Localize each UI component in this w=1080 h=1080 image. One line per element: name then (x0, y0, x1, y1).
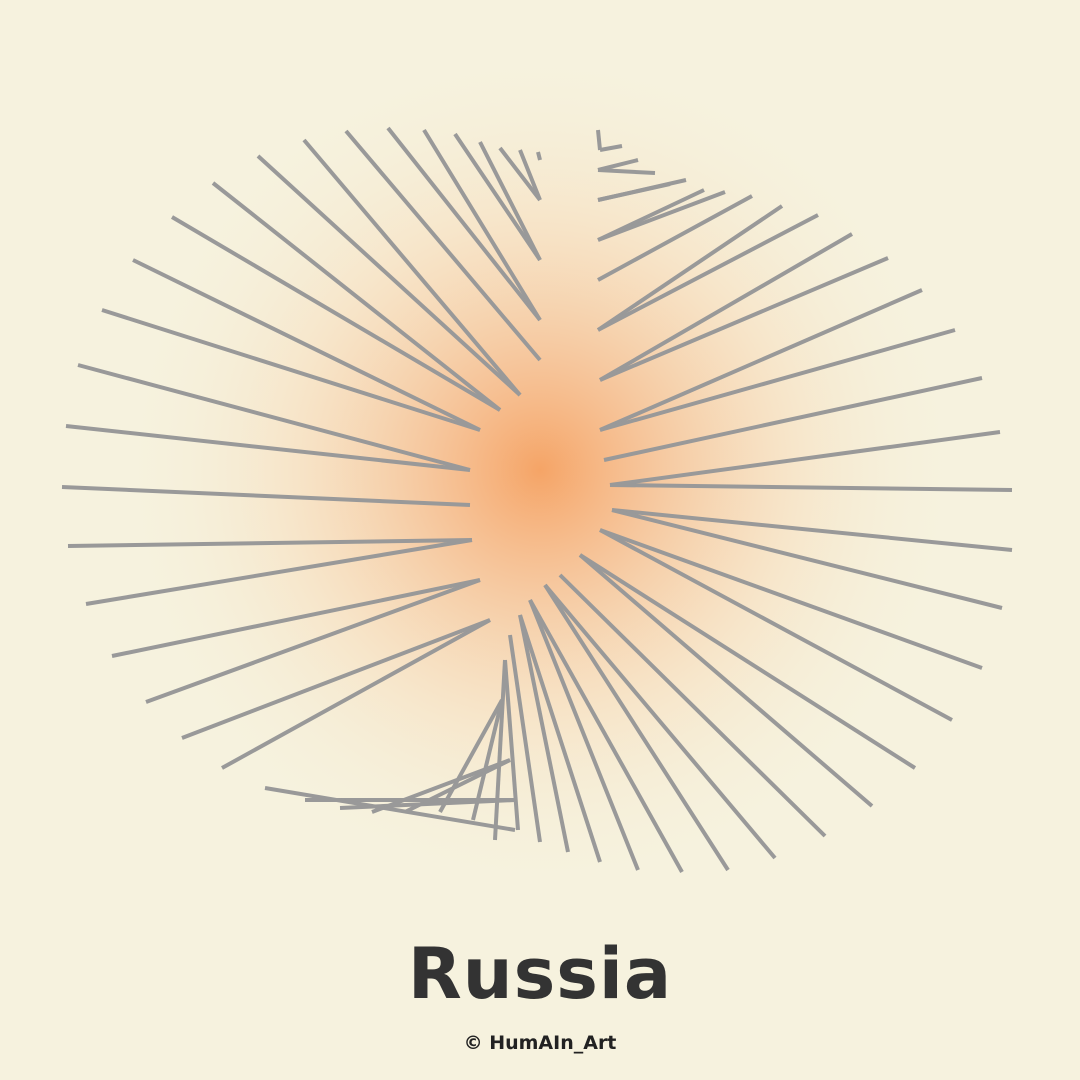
ray-line (518, 149, 542, 201)
ray-line (478, 141, 542, 261)
ray-line (597, 194, 753, 282)
ray-group (61, 126, 1013, 873)
ray-line (344, 129, 542, 362)
ray-line (85, 538, 473, 606)
ray-line (498, 146, 542, 202)
ray-line (611, 508, 1003, 610)
ray-line (599, 256, 889, 382)
ray-line (211, 181, 502, 412)
ray-line (132, 258, 481, 432)
ray-line (597, 178, 687, 202)
ray-line (508, 634, 542, 843)
ray-line (221, 618, 491, 770)
ray-line (438, 699, 504, 813)
ray-line (422, 128, 542, 322)
ray-line (599, 144, 623, 152)
ray-line (386, 126, 542, 322)
ray-line (611, 508, 1013, 552)
ray-line (503, 659, 520, 831)
ray-line (65, 424, 471, 472)
ray-line (256, 154, 522, 397)
ray-line (170, 215, 502, 412)
ray-line (77, 363, 471, 472)
ray-line (599, 528, 953, 722)
ray-line (543, 583, 730, 872)
ray-line (597, 158, 639, 172)
ray-line (518, 614, 570, 853)
ray-line (528, 599, 640, 871)
ray-line (543, 583, 777, 860)
background-glow (40, 40, 1040, 920)
ray-line (264, 786, 516, 832)
ray-line (603, 376, 983, 462)
ray-line (302, 138, 522, 397)
ray-line (578, 553, 917, 770)
ray-line (145, 578, 481, 704)
ray-line (597, 190, 726, 242)
ray-line (181, 618, 491, 740)
ray-line (598, 232, 854, 382)
ray-line (597, 168, 656, 175)
ray-line (67, 538, 473, 548)
ray-line (596, 129, 602, 151)
ray-line (371, 758, 511, 814)
ray-line (599, 328, 956, 432)
ray-line (536, 151, 542, 161)
artist-credit: © HumAIn_Art (463, 1032, 617, 1054)
country-title: Russia (407, 933, 673, 1015)
ray-line (609, 430, 1001, 487)
ray-line (578, 553, 874, 808)
ray-line (599, 288, 923, 432)
ray-line (101, 308, 481, 432)
ray-line (493, 659, 507, 841)
ray-line (597, 213, 819, 332)
ray-line (609, 483, 1013, 492)
ray-line (528, 599, 684, 873)
ray-line (453, 132, 542, 262)
ray-line (558, 573, 827, 838)
ray-line (111, 578, 481, 658)
ray-line (61, 485, 471, 507)
ray-line (596, 204, 784, 332)
ray-line (599, 528, 983, 670)
ray-line (518, 614, 602, 863)
